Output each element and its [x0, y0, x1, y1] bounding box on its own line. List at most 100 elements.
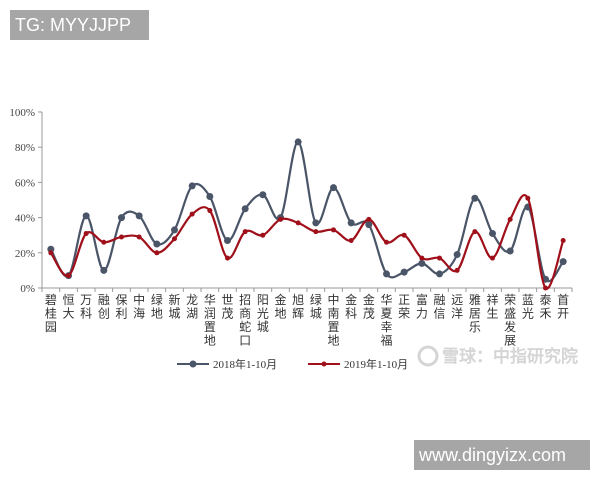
series-2018 — [47, 138, 567, 283]
x-category-label: 荣盛发展 — [504, 293, 516, 348]
x-category-label: 金地 — [274, 292, 286, 321]
site-url-label: www.dingyizx.com — [414, 440, 590, 470]
data-point — [366, 216, 372, 222]
y-axis: 0% 20% 40% 60% 80% 100% — [9, 107, 43, 295]
x-category-label: 招商蛇口 — [239, 293, 251, 348]
data-point — [66, 273, 71, 279]
x-category-label: 阳光城 — [257, 293, 269, 334]
x-axis: 碧桂园恒大万科融创保利中海绿地新城龙湖华润置地世茂招商蛇口阳光城金地旭辉绿城中南… — [41, 287, 573, 348]
data-point — [82, 212, 90, 220]
x-category-label: 远洋 — [451, 293, 463, 321]
data-point — [489, 229, 496, 237]
x-category-label: 碧桂园 — [45, 293, 57, 334]
x-category-label: 世茂 — [221, 293, 233, 321]
data-point — [83, 230, 89, 236]
x-category-label: 融信 — [433, 293, 445, 321]
x-category-label: 中海 — [133, 292, 145, 321]
x-category-label: 金科 — [345, 292, 357, 321]
data-point — [188, 182, 196, 190]
data-point — [224, 236, 231, 244]
data-point — [225, 255, 230, 261]
y-tick-label: 60% — [15, 177, 35, 189]
data-point — [331, 227, 336, 233]
data-point — [206, 192, 214, 200]
x-category-label: 绿地 — [151, 292, 163, 321]
x-category-label: 首开 — [557, 293, 569, 321]
x-category-label: 旭辉 — [292, 293, 304, 321]
data-point — [260, 232, 266, 238]
watermark: 雪球：中指研究院 — [417, 345, 578, 367]
data-point — [543, 285, 548, 291]
data-point — [401, 232, 407, 238]
series-2019 — [48, 194, 566, 291]
data-point — [153, 240, 161, 248]
data-point — [48, 250, 54, 256]
data-point — [171, 226, 178, 234]
y-tick-label: 20% — [15, 248, 35, 260]
data-point — [242, 229, 248, 235]
x-category-label: 泰禾 — [539, 293, 551, 321]
x-category-label: 万科 — [80, 293, 92, 321]
data-point — [400, 268, 408, 276]
data-point — [135, 212, 143, 220]
y-tick-label: 40% — [15, 213, 35, 225]
x-category-label: 金茂 — [363, 292, 375, 321]
data-point — [154, 250, 160, 256]
x-category-label: 华夏幸福 — [380, 293, 392, 348]
data-point — [418, 259, 426, 267]
data-point — [347, 219, 355, 227]
data-point — [559, 258, 567, 266]
tag-label: TG: MYYJJPP — [10, 10, 149, 40]
data-point — [100, 266, 108, 274]
x-category-label: 龙湖 — [186, 293, 198, 321]
legend-item: 2019年1-10月 — [308, 357, 408, 371]
x-category-label: 中南置地 — [327, 292, 339, 348]
svg-text:雪球：中指研究院: 雪球：中指研究院 — [442, 346, 578, 367]
data-point — [189, 211, 195, 217]
x-category-label: 蓝光 — [522, 293, 534, 321]
x-category-label: 保利 — [115, 293, 127, 321]
legend-item: 2018年1-10月 — [177, 357, 277, 371]
x-category-label: 雅居乐 — [469, 292, 481, 334]
data-point — [348, 237, 354, 243]
x-category-label: 正荣 — [398, 293, 410, 321]
data-point — [471, 194, 479, 202]
data-point — [383, 270, 390, 278]
data-point — [294, 138, 302, 146]
data-point — [259, 191, 267, 199]
data-point — [172, 236, 177, 242]
data-point — [454, 267, 460, 273]
data-point — [295, 220, 301, 226]
data-point — [118, 214, 125, 222]
data-point — [136, 234, 142, 240]
x-category-label: 富力 — [416, 292, 428, 321]
data-point — [384, 239, 389, 245]
data-point — [507, 216, 513, 222]
x-category-label: 华润置地 — [204, 293, 216, 348]
data-point — [472, 229, 478, 235]
xueqiu-logo-icon — [417, 345, 439, 367]
data-point — [560, 237, 566, 243]
legend-label: 2018年1-10月 — [213, 357, 277, 371]
data-point — [119, 234, 124, 240]
data-point — [313, 229, 319, 235]
data-point — [241, 205, 249, 213]
data-point — [437, 255, 442, 261]
y-tick-label: 0% — [20, 283, 35, 295]
x-category-label: 新城 — [168, 292, 180, 321]
y-tick-label: 80% — [15, 142, 35, 154]
data-point — [453, 251, 461, 259]
data-point — [312, 219, 320, 227]
legend: 2018年1-10月 2019年1-10月 — [177, 357, 408, 371]
data-point — [436, 270, 443, 278]
data-point — [490, 255, 495, 261]
data-point — [419, 255, 425, 261]
x-category-label: 绿城 — [310, 292, 322, 321]
data-point — [101, 239, 107, 245]
x-category-label: 恒大 — [62, 293, 74, 321]
x-category-label: 祥生 — [486, 293, 498, 321]
data-point — [365, 221, 373, 229]
legend-label: 2019年1-10月 — [344, 357, 408, 371]
data-point — [506, 247, 514, 255]
